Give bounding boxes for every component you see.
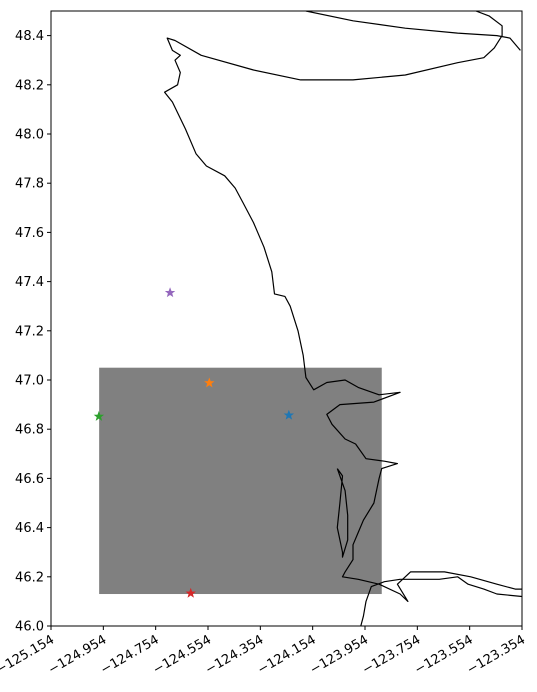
x-tick-label: −124.554 <box>151 632 214 677</box>
x-tick-label: −123.754 <box>360 632 423 677</box>
coastline-segment <box>360 576 522 626</box>
coastline-segment <box>164 11 522 602</box>
star-marker <box>204 377 215 388</box>
y-tick-label: 46.4 <box>15 521 44 536</box>
plot-frame <box>50 10 523 627</box>
y-tick-label: 46.0 <box>15 620 44 635</box>
x-tick-label: −124.954 <box>46 632 109 677</box>
coastline-segment <box>305 11 521 51</box>
star-marker <box>164 287 176 298</box>
y-tick-label: 47.2 <box>15 324 44 339</box>
x-tick-label: −123.954 <box>308 632 371 677</box>
y-tick-label: 47.4 <box>15 275 44 290</box>
plot-area <box>93 11 522 626</box>
x-tick-label: −123.354 <box>465 632 528 677</box>
y-tick-label: 48.0 <box>15 128 44 143</box>
y-tick-label: 46.2 <box>15 570 44 585</box>
y-tick-label: 47.8 <box>15 177 44 192</box>
star-marker <box>185 587 196 598</box>
y-tick-label: 46.8 <box>15 423 44 438</box>
x-tick-label: −123.554 <box>412 632 475 677</box>
star-marker <box>283 409 295 420</box>
y-tick-label: 48.4 <box>15 29 44 44</box>
y-tick-label: 46.6 <box>15 472 44 487</box>
y-tick-label: 48.2 <box>15 78 44 93</box>
star-marker <box>93 410 105 421</box>
x-tick-label: −124.354 <box>203 632 266 677</box>
x-tick-label: −124.754 <box>98 632 161 677</box>
shaded-region <box>99 367 382 595</box>
y-tick-label: 47.6 <box>15 226 44 241</box>
y-tick-label: 47.0 <box>15 374 44 389</box>
x-tick-label: −124.154 <box>255 632 318 677</box>
coastline-segment <box>336 468 349 558</box>
